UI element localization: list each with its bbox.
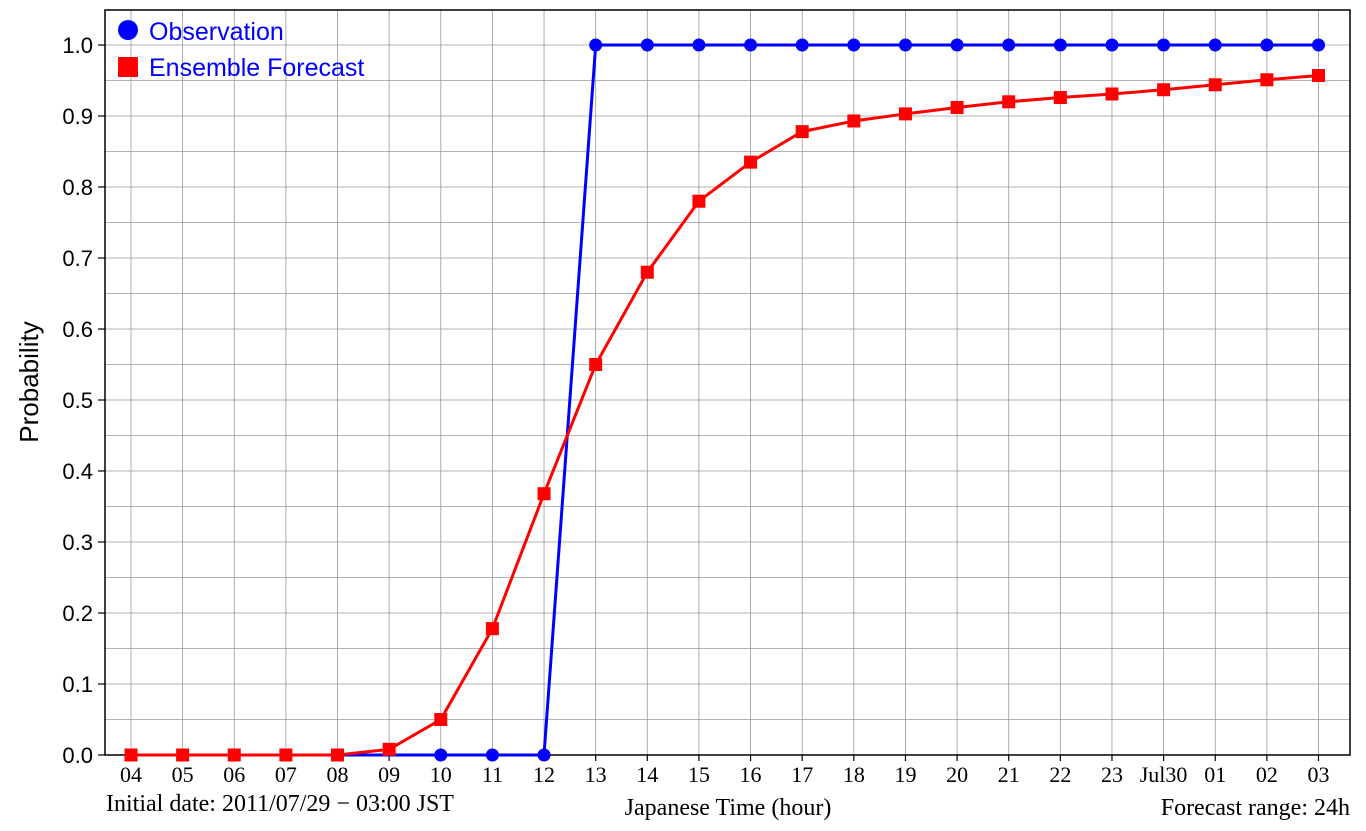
observation-point bbox=[1311, 38, 1325, 52]
forecast-point bbox=[1208, 78, 1222, 92]
observation-point bbox=[795, 38, 809, 52]
forecast-point bbox=[485, 622, 499, 636]
forecast-point bbox=[176, 748, 190, 762]
observation-point bbox=[537, 748, 551, 762]
y-tick-label: 0.7 bbox=[62, 246, 93, 271]
forecast-point bbox=[382, 742, 396, 756]
observation-point bbox=[1002, 38, 1016, 52]
forecast-point bbox=[744, 155, 758, 169]
legend-forecast-label: Ensemble Forecast bbox=[149, 54, 364, 82]
plot-frame bbox=[104, 9, 1351, 756]
x-tick-label: 04 bbox=[120, 762, 142, 787]
legend-observation-label: Observation bbox=[149, 18, 284, 46]
series-line-ensemble-forecast bbox=[131, 74, 1319, 757]
x-tick-label: 18 bbox=[843, 762, 865, 787]
forecast-point bbox=[434, 713, 448, 726]
x-tick-label: 08 bbox=[327, 762, 349, 787]
x-tick-label: 01 bbox=[1204, 762, 1226, 787]
x-tick-label: 05 bbox=[172, 762, 194, 787]
x-tick-label: 10 bbox=[430, 762, 452, 787]
initial-date-label: Initial date: 2011/07/29 − 03:00 JST bbox=[106, 791, 454, 817]
forecast-point bbox=[1260, 73, 1274, 87]
x-tick-label: Jul30 bbox=[1140, 762, 1188, 787]
x-tick-label: 17 bbox=[791, 762, 813, 787]
forecast-point bbox=[898, 107, 912, 121]
forecast-range-label: Forecast range: 24h bbox=[1161, 795, 1350, 821]
observation-point bbox=[898, 38, 912, 52]
legend-forecast-marker bbox=[118, 57, 138, 77]
legend: Observation Ensemble Forecast bbox=[118, 18, 364, 82]
x-tick-label: 21 bbox=[998, 762, 1020, 787]
forecast-point bbox=[1157, 83, 1171, 97]
y-tick-label: 0.6 bbox=[62, 317, 93, 342]
y-axis-ticks: 0.0 0.1 0.2 0.3 0.4 0.5 0.6 0.7 0.8 0.9 1.0 bbox=[62, 33, 105, 768]
y-tick-label: 0.3 bbox=[62, 530, 93, 555]
forecast-point bbox=[950, 100, 964, 114]
observation-point bbox=[589, 38, 603, 52]
x-axis-label: Japanese Time (hour) bbox=[625, 795, 832, 821]
y-tick-label: 0.4 bbox=[62, 459, 93, 484]
observation-point bbox=[1157, 38, 1171, 52]
forecast-point bbox=[537, 487, 551, 501]
observation-point bbox=[1053, 38, 1067, 52]
forecast-point bbox=[1311, 69, 1325, 83]
forecast-point bbox=[795, 125, 809, 139]
x-tick-label: 09 bbox=[378, 762, 400, 787]
observation-point bbox=[434, 748, 448, 762]
x-tick-label: 07 bbox=[275, 762, 297, 787]
y-tick-label: 0.1 bbox=[62, 672, 93, 697]
x-tick-label: 02 bbox=[1256, 762, 1278, 787]
y-tick-label: 1.0 bbox=[62, 33, 93, 58]
observation-point bbox=[1208, 38, 1222, 52]
observation-point bbox=[485, 748, 499, 762]
y-tick-label: 0.5 bbox=[62, 388, 93, 413]
forecast-point bbox=[331, 748, 345, 762]
forecast-point bbox=[1053, 91, 1067, 105]
forecast-point bbox=[1002, 95, 1016, 109]
x-tick-label: 23 bbox=[1101, 762, 1123, 787]
x-tick-label: 14 bbox=[636, 762, 658, 787]
x-tick-label: 12 bbox=[533, 762, 555, 787]
observation-point bbox=[1260, 38, 1274, 52]
forecast-point bbox=[589, 358, 603, 371]
forecast-point bbox=[1105, 87, 1119, 101]
y-axis-label: Probability bbox=[14, 321, 44, 442]
forecast-point bbox=[124, 748, 138, 762]
x-tick-label: 06 bbox=[223, 762, 245, 787]
grid-lines bbox=[105, 10, 1350, 756]
observation-point bbox=[640, 38, 654, 52]
observation-point bbox=[744, 38, 758, 52]
x-axis-ticks: 04 05 06 07 08 09 10 11 12 13 14 15 16 17 18 19 20 21 22 23… bbox=[120, 755, 1329, 787]
y-tick-label: 0.2 bbox=[62, 601, 93, 626]
observation-point bbox=[692, 38, 706, 52]
x-tick-label: 22 bbox=[1049, 762, 1071, 787]
observation-point bbox=[950, 38, 964, 52]
y-tick-label: 0.0 bbox=[62, 743, 93, 768]
forecast-point bbox=[847, 114, 861, 128]
x-tick-label: 20 bbox=[946, 762, 968, 787]
x-tick-label: 03 bbox=[1307, 762, 1329, 787]
series-layer bbox=[124, 38, 1325, 762]
forecast-point bbox=[227, 748, 241, 762]
x-tick-label: 16 bbox=[740, 762, 762, 787]
forecast-point bbox=[692, 194, 706, 208]
forecast-point bbox=[279, 748, 293, 762]
observation-point bbox=[1105, 38, 1119, 52]
x-tick-label: 11 bbox=[482, 762, 503, 787]
x-tick-label: 13 bbox=[585, 762, 607, 787]
y-tick-label: 0.9 bbox=[62, 104, 93, 129]
y-tick-label: 0.8 bbox=[62, 175, 93, 200]
forecast-point bbox=[640, 265, 654, 279]
legend-observation-marker bbox=[118, 20, 138, 40]
x-tick-label: 15 bbox=[688, 762, 710, 787]
observation-point bbox=[847, 38, 861, 52]
x-tick-label: 19 bbox=[894, 762, 916, 787]
